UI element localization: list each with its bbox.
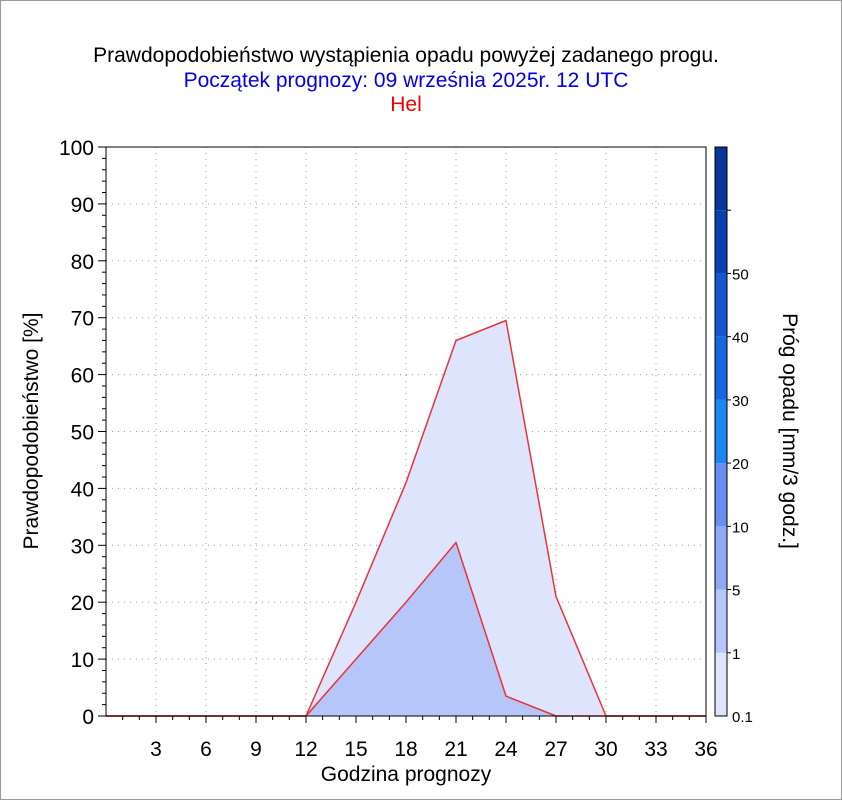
x-tick-label: 27 bbox=[544, 738, 567, 761]
x-tick-label: 15 bbox=[344, 738, 367, 761]
x-tick-label: 24 bbox=[494, 738, 518, 761]
x-tick-label: 6 bbox=[200, 738, 212, 761]
colorbar-band bbox=[715, 589, 727, 653]
x-tick-label: 18 bbox=[394, 738, 417, 761]
colorbar-level-label: 10 bbox=[732, 519, 749, 536]
colorbar-level-label: 30 bbox=[732, 393, 749, 410]
colorbar-band bbox=[715, 273, 727, 337]
colorbar-band bbox=[715, 463, 727, 527]
colorbar-band bbox=[715, 210, 727, 274]
x-tick-label: 9 bbox=[250, 738, 262, 761]
y-axis-label: Prawdopodobieństwo [%] bbox=[20, 313, 43, 550]
series-area-2 bbox=[106, 542, 706, 716]
y-tick-label: 20 bbox=[71, 592, 94, 615]
plot-area: 3 6 9 12 15 18 21 24 27 30 33 360102030405060708090… bbox=[59, 137, 753, 761]
colorbar-frame bbox=[714, 146, 728, 717]
colorbar-label: Próg opadu [mm/3 godz.] bbox=[778, 313, 801, 549]
colorbar-band bbox=[715, 526, 727, 590]
colorbar-band bbox=[715, 399, 727, 464]
colorbar-band bbox=[715, 652, 727, 716]
chart-subtitle: Początek prognozy: 09 września 2025r. 12… bbox=[184, 69, 629, 92]
series-area-1 bbox=[106, 320, 706, 716]
y-tick-label: 0 bbox=[82, 706, 94, 729]
y-tick-label: 70 bbox=[71, 308, 94, 331]
x-tick-label: 33 bbox=[644, 738, 667, 761]
x-tick-label: 12 bbox=[294, 738, 317, 761]
x-tick-label: 3 bbox=[150, 738, 162, 761]
y-tick-label: 10 bbox=[71, 649, 94, 672]
y-tick-label: 80 bbox=[71, 251, 94, 274]
y-tick-label: 50 bbox=[71, 422, 94, 445]
x-tick-label: 36 bbox=[694, 738, 717, 761]
chart-title: Prawdopodobieństwo wystąpienia opadu pow… bbox=[93, 44, 719, 67]
colorbar-level-label: 50 bbox=[732, 266, 749, 283]
colorbar-band bbox=[715, 147, 727, 211]
y-tick-label: 30 bbox=[71, 535, 94, 558]
colorbar-band bbox=[715, 336, 727, 400]
location-label: Hel bbox=[390, 93, 422, 116]
y-tick-label: 100 bbox=[59, 137, 94, 160]
y-tick-label: 90 bbox=[71, 194, 94, 217]
colorbar-level-label: 20 bbox=[732, 456, 749, 473]
colorbar-level-label: 5 bbox=[732, 583, 740, 600]
x-tick-label: 30 bbox=[594, 738, 617, 761]
colorbar-level-label: 40 bbox=[732, 330, 749, 347]
x-axis-label: Godzina prognozy bbox=[321, 763, 492, 786]
colorbar-level-label: 1 bbox=[732, 646, 740, 663]
x-tick-label: 21 bbox=[444, 738, 467, 761]
colorbar-level-label: 0.1 bbox=[732, 709, 753, 726]
y-tick-label: 40 bbox=[71, 478, 94, 501]
y-tick-label: 60 bbox=[71, 365, 94, 388]
